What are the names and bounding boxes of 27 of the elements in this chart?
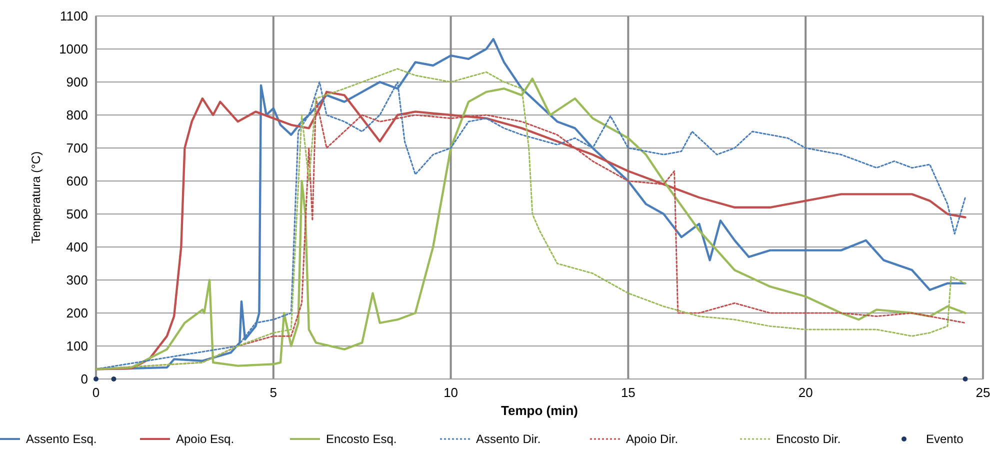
x-tick-label: 20 xyxy=(798,385,813,400)
y-tick-label: 900 xyxy=(66,74,88,90)
y-tick-label: 800 xyxy=(66,108,88,123)
y-tick-label: 200 xyxy=(66,306,88,321)
y-tick-label: 1000 xyxy=(59,42,88,57)
y-tick-label: 0 xyxy=(80,372,88,387)
y-axis-title: Temperatura (°C) xyxy=(29,151,43,244)
x-tick-label: 10 xyxy=(444,385,458,400)
y-tick-label: 100 xyxy=(66,338,88,354)
legend-label: Apoio Dir. xyxy=(626,432,678,446)
y-tick-label: 300 xyxy=(66,272,88,288)
x-tick-label: 5 xyxy=(270,385,278,400)
y-tick-label: 700 xyxy=(66,140,88,156)
y-tick-label: 400 xyxy=(66,240,88,255)
legend-label: Assento Dir. xyxy=(476,432,541,446)
y-tick-label: 500 xyxy=(66,206,88,222)
legend-label: Assento Esq. xyxy=(26,432,97,446)
y-tick-label: 600 xyxy=(66,174,88,189)
legend-label: Encosto Dir. xyxy=(776,432,841,446)
y-tick-label: 1100 xyxy=(60,8,88,24)
legend-label: Encosto Esq. xyxy=(326,432,397,446)
x-tick-label: 25 xyxy=(976,385,990,400)
x-tick-label: 15 xyxy=(620,385,636,400)
x-tick-label: 0 xyxy=(92,385,100,400)
x-axis-title: Tempo (min) xyxy=(500,403,578,418)
legend-label: Evento xyxy=(926,432,964,446)
legend-label: Apoio Esq. xyxy=(176,432,234,446)
